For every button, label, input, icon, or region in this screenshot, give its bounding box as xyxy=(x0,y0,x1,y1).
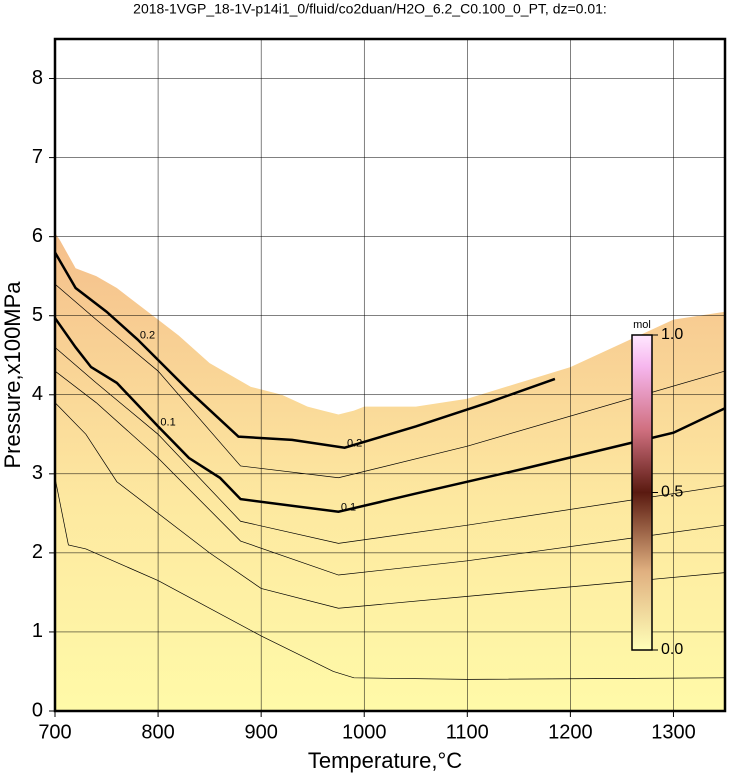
x-tick-label: 700 xyxy=(38,721,71,743)
y-tick-label: 6 xyxy=(32,225,43,247)
x-tick-label: 800 xyxy=(141,721,174,743)
y-tick-label: 0 xyxy=(32,699,43,721)
x-tick-label: 900 xyxy=(244,721,277,743)
stability-field xyxy=(55,232,725,711)
y-axis-label: Pressure,x100MPa xyxy=(0,281,25,469)
contour-label: 0.1 xyxy=(341,502,356,514)
y-tick-label: 3 xyxy=(32,462,43,484)
y-tick-label: 4 xyxy=(32,383,43,405)
labeled-contour xyxy=(53,251,556,450)
colorbar xyxy=(631,334,653,651)
contour-label: 0.1 xyxy=(160,416,175,428)
colorbar-label: mol xyxy=(633,319,651,331)
plot-frame xyxy=(53,37,727,713)
y-tick-label: 1 xyxy=(32,620,43,642)
colorbar-tick-label: 0.5 xyxy=(661,484,683,501)
contour-line xyxy=(54,402,726,609)
y-tick-label: 7 xyxy=(32,146,43,168)
contour-label: 0.2 xyxy=(140,329,155,341)
colorbar-tick-label: 0.0 xyxy=(661,641,683,658)
y-tick-label: 2 xyxy=(32,541,43,563)
x-axis-label: Temperature,°C xyxy=(308,748,462,773)
contour-label: 0.2 xyxy=(347,438,362,450)
labeled-contour xyxy=(53,317,726,514)
chart-title: 2018-1VGP_18-1V-p14i1_0/fluid/co2duan/H2… xyxy=(133,1,607,17)
x-tick-label: 1000 xyxy=(342,721,387,743)
colorbar-tick-label: 1.0 xyxy=(661,326,683,343)
y-tick-label: 8 xyxy=(32,67,43,89)
x-tick-label: 1300 xyxy=(651,721,696,743)
y-tick-label: 5 xyxy=(32,304,43,326)
x-tick-label: 1200 xyxy=(548,721,593,743)
x-tick-label: 1100 xyxy=(446,721,489,743)
